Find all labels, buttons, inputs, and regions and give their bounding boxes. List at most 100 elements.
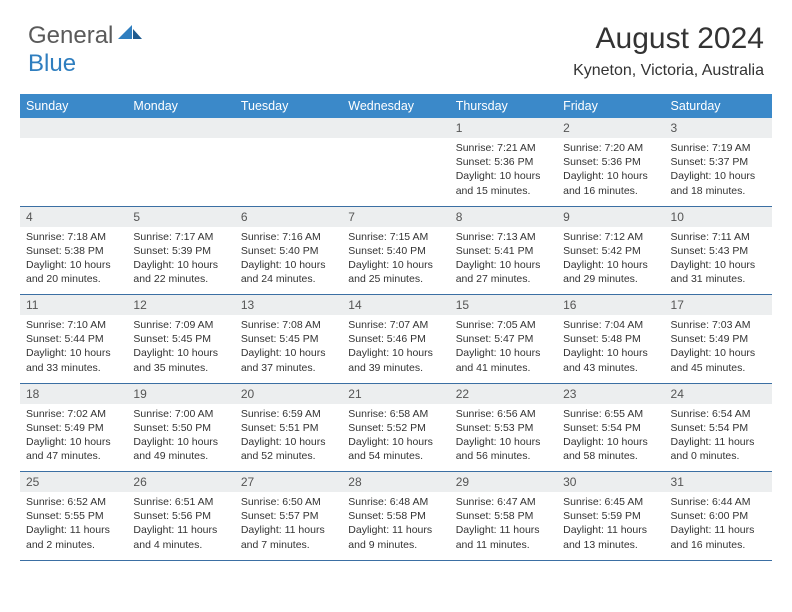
daynum-row: 18192021222324 <box>20 383 772 404</box>
month-title: August 2024 <box>573 22 764 56</box>
daylight2-text: and 43 minutes. <box>563 361 658 375</box>
sunset-text: Sunset: 5:41 PM <box>456 244 551 258</box>
daylight2-text: and 29 minutes. <box>563 272 658 286</box>
sunrise-text: Sunrise: 6:47 AM <box>456 495 551 509</box>
daylight1-text: Daylight: 10 hours <box>26 346 121 360</box>
daylight1-text: Daylight: 10 hours <box>671 169 766 183</box>
daylight1-text: Daylight: 11 hours <box>671 435 766 449</box>
calendar-table: Sunday Monday Tuesday Wednesday Thursday… <box>20 94 772 561</box>
daylight2-text: and 25 minutes. <box>348 272 443 286</box>
daylight2-text: and 47 minutes. <box>26 449 121 463</box>
sunset-text: Sunset: 5:58 PM <box>456 509 551 523</box>
day-number: 9 <box>557 206 664 227</box>
daynum-row: 45678910 <box>20 206 772 227</box>
sunrise-text: Sunrise: 7:16 AM <box>241 230 336 244</box>
daylight2-text: and 37 minutes. <box>241 361 336 375</box>
day-cell: Sunrise: 7:18 AMSunset: 5:38 PMDaylight:… <box>20 227 127 295</box>
sunset-text: Sunset: 5:39 PM <box>133 244 228 258</box>
day-cell: Sunrise: 6:52 AMSunset: 5:55 PMDaylight:… <box>20 492 127 560</box>
daynum-row: 11121314151617 <box>20 295 772 316</box>
sunset-text: Sunset: 5:40 PM <box>241 244 336 258</box>
title-block: August 2024 Kyneton, Victoria, Australia <box>573 22 764 80</box>
day-cell: Sunrise: 7:20 AMSunset: 5:36 PMDaylight:… <box>557 138 664 206</box>
sunrise-text: Sunrise: 6:52 AM <box>26 495 121 509</box>
day-number: 28 <box>342 472 449 493</box>
daylight1-text: Daylight: 10 hours <box>456 169 551 183</box>
daylight1-text: Daylight: 10 hours <box>241 346 336 360</box>
sunrise-text: Sunrise: 6:45 AM <box>563 495 658 509</box>
sunrise-text: Sunrise: 7:09 AM <box>133 318 228 332</box>
day-cell: Sunrise: 7:21 AMSunset: 5:36 PMDaylight:… <box>450 138 557 206</box>
daylight1-text: Daylight: 10 hours <box>563 169 658 183</box>
daylight1-text: Daylight: 10 hours <box>563 258 658 272</box>
daylight2-text: and 7 minutes. <box>241 538 336 552</box>
day-cell: Sunrise: 7:07 AMSunset: 5:46 PMDaylight:… <box>342 315 449 383</box>
day-cell: Sunrise: 6:59 AMSunset: 5:51 PMDaylight:… <box>235 404 342 472</box>
data-row: Sunrise: 6:52 AMSunset: 5:55 PMDaylight:… <box>20 492 772 560</box>
day-number: 11 <box>20 295 127 316</box>
col-friday: Friday <box>557 94 664 118</box>
sunrise-text: Sunrise: 7:21 AM <box>456 141 551 155</box>
daylight1-text: Daylight: 11 hours <box>348 523 443 537</box>
day-cell: Sunrise: 7:13 AMSunset: 5:41 PMDaylight:… <box>450 227 557 295</box>
day-number: 22 <box>450 383 557 404</box>
day-number: 27 <box>235 472 342 493</box>
calendar-body: 123Sunrise: 7:21 AMSunset: 5:36 PMDaylig… <box>20 118 772 560</box>
daylight1-text: Daylight: 10 hours <box>671 258 766 272</box>
sunset-text: Sunset: 5:46 PM <box>348 332 443 346</box>
sunset-text: Sunset: 5:48 PM <box>563 332 658 346</box>
sunset-text: Sunset: 5:57 PM <box>241 509 336 523</box>
day-number: 2 <box>557 118 664 138</box>
day-cell <box>20 138 127 206</box>
sunset-text: Sunset: 5:51 PM <box>241 421 336 435</box>
sunrise-text: Sunrise: 7:03 AM <box>671 318 766 332</box>
daylight2-text: and 0 minutes. <box>671 449 766 463</box>
daylight1-text: Daylight: 10 hours <box>26 258 121 272</box>
col-wednesday: Wednesday <box>342 94 449 118</box>
day-number: 30 <box>557 472 664 493</box>
sunrise-text: Sunrise: 7:20 AM <box>563 141 658 155</box>
day-number: 15 <box>450 295 557 316</box>
day-cell: Sunrise: 6:48 AMSunset: 5:58 PMDaylight:… <box>342 492 449 560</box>
day-number <box>342 118 449 138</box>
day-number <box>127 118 234 138</box>
sunset-text: Sunset: 5:58 PM <box>348 509 443 523</box>
day-number: 18 <box>20 383 127 404</box>
col-thursday: Thursday <box>450 94 557 118</box>
sunrise-text: Sunrise: 6:50 AM <box>241 495 336 509</box>
sunset-text: Sunset: 5:47 PM <box>456 332 551 346</box>
day-number: 8 <box>450 206 557 227</box>
day-number: 29 <box>450 472 557 493</box>
sunset-text: Sunset: 5:36 PM <box>456 155 551 169</box>
day-number: 7 <box>342 206 449 227</box>
sunset-text: Sunset: 5:37 PM <box>671 155 766 169</box>
daylight2-text: and 52 minutes. <box>241 449 336 463</box>
daylight1-text: Daylight: 10 hours <box>456 258 551 272</box>
day-cell: Sunrise: 6:56 AMSunset: 5:53 PMDaylight:… <box>450 404 557 472</box>
day-number <box>20 118 127 138</box>
daylight2-text: and 41 minutes. <box>456 361 551 375</box>
daylight2-text: and 2 minutes. <box>26 538 121 552</box>
daylight2-text: and 45 minutes. <box>671 361 766 375</box>
day-cell: Sunrise: 7:09 AMSunset: 5:45 PMDaylight:… <box>127 315 234 383</box>
sunrise-text: Sunrise: 6:44 AM <box>671 495 766 509</box>
weekday-header-row: Sunday Monday Tuesday Wednesday Thursday… <box>20 94 772 118</box>
daylight2-text: and 39 minutes. <box>348 361 443 375</box>
data-row: Sunrise: 7:02 AMSunset: 5:49 PMDaylight:… <box>20 404 772 472</box>
day-cell: Sunrise: 7:11 AMSunset: 5:43 PMDaylight:… <box>665 227 772 295</box>
sunset-text: Sunset: 5:52 PM <box>348 421 443 435</box>
logo-icon <box>118 25 142 43</box>
sunset-text: Sunset: 5:49 PM <box>671 332 766 346</box>
daylight2-text: and 33 minutes. <box>26 361 121 375</box>
day-number: 20 <box>235 383 342 404</box>
day-number: 1 <box>450 118 557 138</box>
col-monday: Monday <box>127 94 234 118</box>
day-cell: Sunrise: 6:54 AMSunset: 5:54 PMDaylight:… <box>665 404 772 472</box>
sunset-text: Sunset: 5:45 PM <box>133 332 228 346</box>
day-number: 17 <box>665 295 772 316</box>
day-number: 31 <box>665 472 772 493</box>
daylight1-text: Daylight: 11 hours <box>456 523 551 537</box>
day-cell: Sunrise: 7:16 AMSunset: 5:40 PMDaylight:… <box>235 227 342 295</box>
daylight2-text: and 13 minutes. <box>563 538 658 552</box>
daylight1-text: Daylight: 11 hours <box>241 523 336 537</box>
